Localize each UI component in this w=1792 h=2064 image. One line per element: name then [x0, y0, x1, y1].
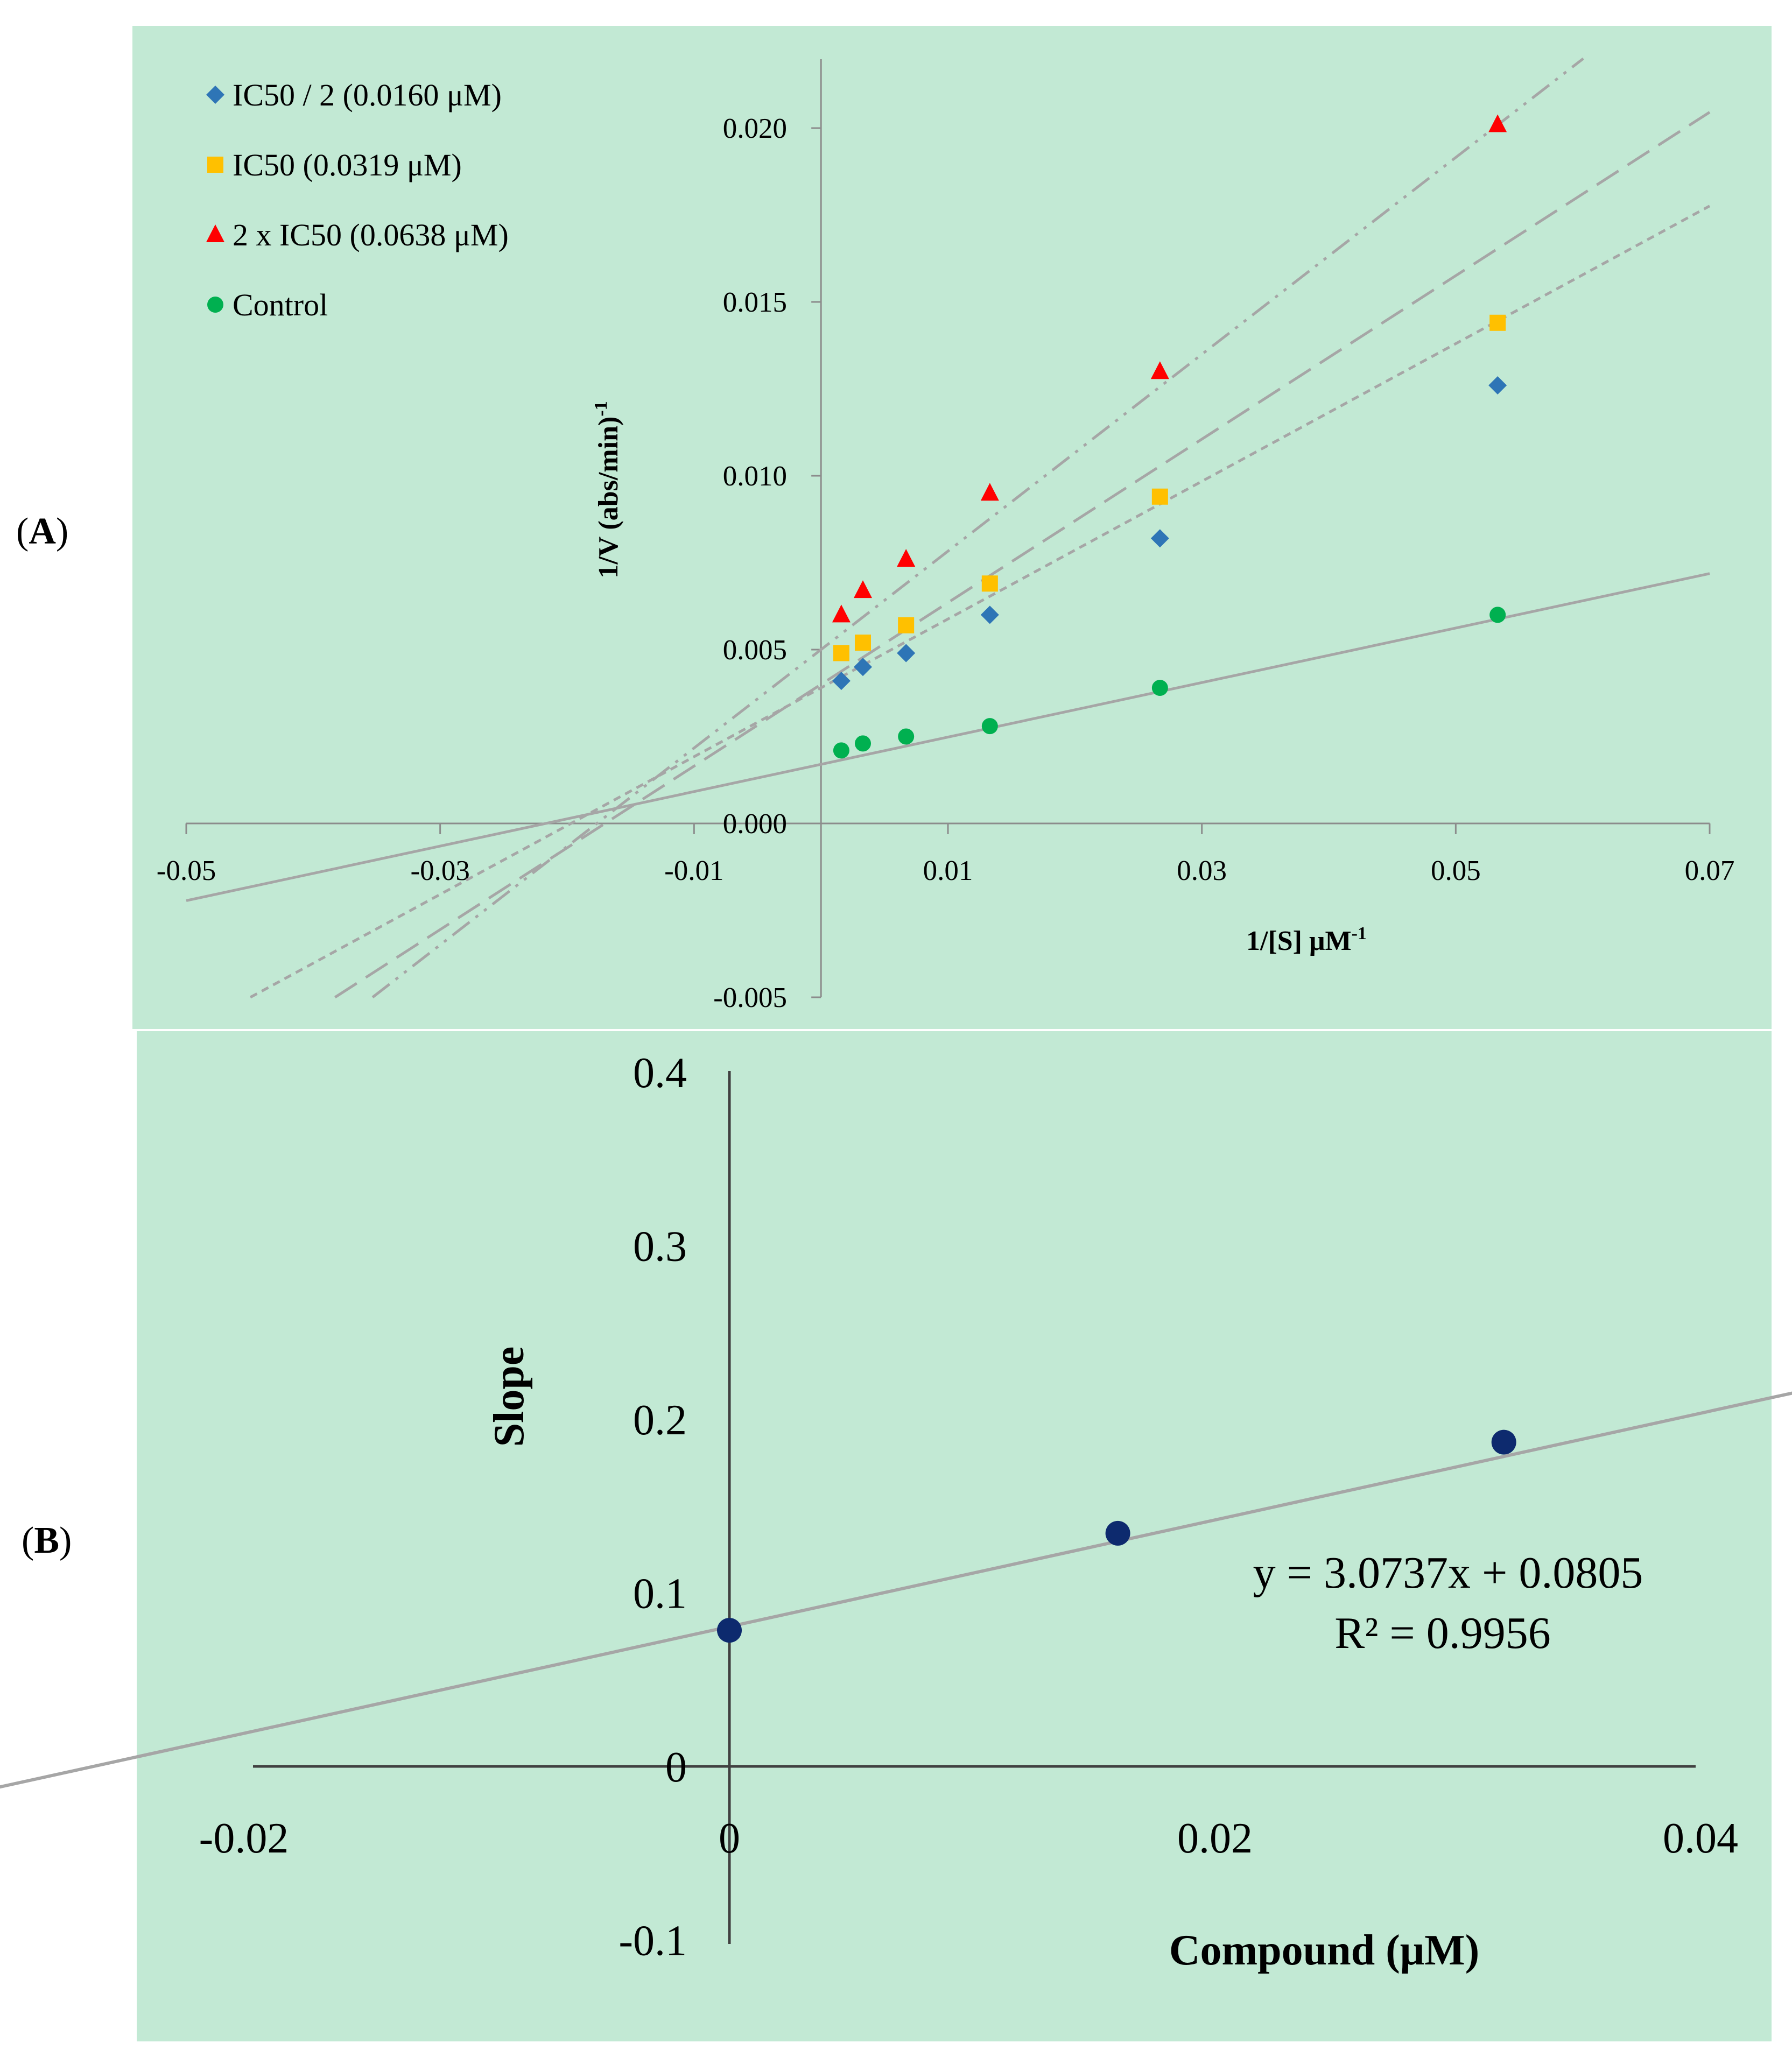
panel-a-y-tick-label: 0.015 [723, 287, 787, 318]
panel-b-y-tick-label: 0.4 [633, 1049, 687, 1097]
panel-a-data-point [854, 635, 871, 651]
panel-a-fit-line [186, 572, 1710, 902]
panel-a-data-point [1150, 529, 1169, 548]
panel-a-y-ticks: -0.005 0.000 0.005 0.010 0.015 0.020 [713, 113, 821, 1013]
panel-a-data-point [1488, 114, 1507, 132]
panel-a-data-point [980, 483, 999, 501]
panel-a-data-point [1489, 314, 1506, 331]
panel-a-x-tick-label: 0.07 [1685, 855, 1735, 886]
panel-b-y-ticks: -0.1 0 0.1 0.2 0.3 0.4 [619, 1049, 687, 1965]
panel-a-data-point [980, 605, 999, 624]
panel-a-data-point [833, 742, 849, 759]
panel-a-data-point [1151, 488, 1168, 505]
panel-a-data-point [897, 549, 916, 567]
panel-a-y-tick-label: 0.010 [723, 461, 787, 492]
panel-b-data-point [1105, 1520, 1130, 1546]
panel-a-y-tick-label: 0.020 [723, 113, 787, 144]
legend-marker [206, 86, 224, 104]
panel-a-legend: IC50 / 2 (0.0160 μM) IC50 (0.0319 μM) 2 x … [206, 78, 509, 322]
panel-label-b-letter: B [34, 1520, 59, 1561]
panel-b-points [717, 1429, 1516, 1643]
panel-label-a: (A) [16, 511, 68, 552]
panel-a-data-point [853, 658, 872, 677]
panel-a-x-axis-title-main: 1/[S] μM [1246, 926, 1352, 956]
r-squared: R² = 0.9956 [1334, 1608, 1551, 1658]
panel-label-a-letter: A [29, 511, 56, 552]
panel-a: -0.05 -0.03 -0.01 0.01 0.03 0.05 0.07 -0.005 0.… [132, 26, 1772, 1029]
panel-a-data-point [832, 672, 851, 691]
panel-a-points [832, 114, 1507, 759]
panel-b-y-tick-label: 0.1 [633, 1570, 687, 1618]
regression-equation: y = 3.0737x + 0.0805 [1253, 1548, 1643, 1598]
panel-a-y-axis-title: 1/V (abs/min)-1 [591, 401, 624, 578]
legend-marker [207, 297, 223, 313]
panel-a-fit-line [371, 57, 1584, 998]
panel-b-data-point [1491, 1429, 1516, 1455]
panel-a-x-tick-label: -0.01 [664, 855, 723, 886]
panel-a-y-axis-title-sup: -1 [591, 401, 611, 416]
panel-a-x-tick-label: -0.05 [157, 855, 216, 886]
panel-a-fit-line [334, 111, 1711, 999]
panel-b-y-tick-label: 0.2 [633, 1397, 687, 1444]
panel-a-axes: -0.05 -0.03 -0.01 0.01 0.03 0.05 0.07 -0.005 0.… [157, 59, 1735, 1013]
panel-a-data-point [854, 735, 871, 752]
panel-a-data-point [897, 644, 916, 663]
panel-b-x-tick-label: 0 [719, 1815, 740, 1862]
panel-a-data-point [1151, 680, 1168, 696]
panel-b-y-tick-label: 0.3 [633, 1223, 687, 1271]
panel-a-x-axis-title-sup: -1 [1352, 924, 1367, 943]
panel-a-data-point [1489, 607, 1506, 623]
panel-b-trendline [0, 1391, 1792, 1789]
panel-a-background [132, 26, 1772, 1029]
panel-a-data-point [898, 617, 915, 633]
panel-a-x-tick-label: 0.03 [1177, 855, 1227, 886]
panel-b-y-axis-title: Slope [486, 1347, 533, 1447]
legend-marker [206, 224, 224, 242]
panel-a-data-point [1488, 376, 1507, 395]
panel-a-data-point [833, 645, 849, 661]
panel-a-x-ticks: -0.05 -0.03 -0.01 0.01 0.03 0.05 0.07 [157, 823, 1735, 886]
legend-label: IC50 / 2 (0.0160 μM) [233, 78, 502, 112]
legend-label: Control [233, 287, 328, 322]
panel-a-y-tick-label: -0.005 [713, 982, 787, 1013]
panel-a-fit-line [249, 205, 1711, 999]
panel-b-y-tick-label: 0 [665, 1744, 687, 1791]
panel-a-x-axis-title: 1/[S] μM-1 [1246, 924, 1367, 956]
panel-b-data-point [717, 1618, 742, 1643]
legend-label: IC50 (0.0319 μM) [233, 147, 462, 182]
panel-b-x-tick-label: -0.02 [199, 1815, 289, 1862]
panel-a-x-tick-label: 0.01 [923, 855, 973, 886]
panel-a-x-tick-label: 0.05 [1431, 855, 1481, 886]
panel-a-fit-lines [186, 57, 1711, 999]
panel-a-data-point [898, 728, 915, 745]
legend-marker [207, 157, 223, 173]
legend-label: 2 x IC50 (0.0638 μM) [233, 217, 509, 252]
panel-a-data-point [981, 575, 998, 592]
panel-a-data-point [981, 718, 998, 735]
panel-b-x-tick-label: 0.02 [1177, 1815, 1253, 1862]
panel-b-background [137, 1031, 1772, 2041]
panel-a-data-point [832, 604, 851, 623]
panel-a-x-tick-label: -0.03 [410, 855, 469, 886]
panel-label-b: (B) [22, 1520, 72, 1561]
panel-a-data-point [1150, 361, 1169, 379]
panel-b-x-axis-title: Compound (μM) [1169, 1927, 1480, 1974]
panel-a-y-tick-label: 0.005 [723, 635, 787, 666]
panel-b-x-tick-label: 0.04 [1663, 1815, 1738, 1862]
panel-b-y-tick-label: -0.1 [619, 1918, 687, 1965]
panel-a-y-tick-label: 0.000 [723, 808, 787, 840]
panel-a-data-point [853, 580, 872, 598]
panel-a-y-axis-title-main: 1/V (abs/min) [593, 417, 624, 579]
